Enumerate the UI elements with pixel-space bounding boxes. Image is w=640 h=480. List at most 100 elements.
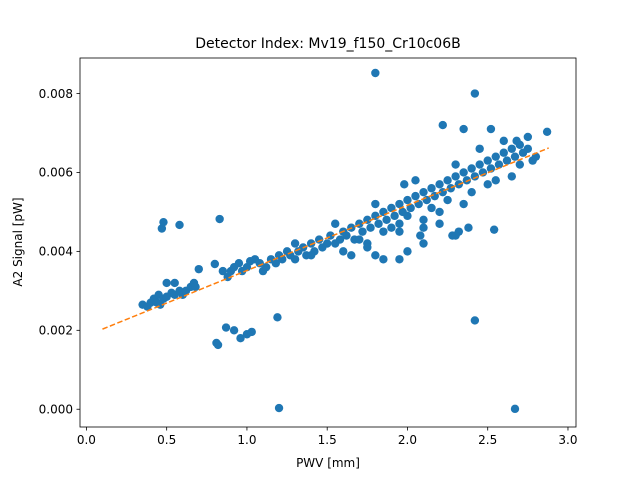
data-point [363, 243, 372, 252]
x-tick-label: 2.0 [398, 433, 417, 447]
data-point [419, 223, 428, 232]
data-point [443, 176, 452, 185]
data-point [390, 211, 399, 221]
data-point [470, 172, 480, 181]
x-tick-label: 1.0 [237, 433, 256, 447]
data-point [411, 176, 420, 185]
data-point [400, 180, 409, 189]
data-point [323, 239, 332, 248]
data-point [406, 203, 415, 213]
data-point [499, 148, 508, 157]
data-point [236, 334, 245, 343]
data-point [435, 180, 444, 189]
y-axis-label: A2 Signal [pW] [11, 197, 25, 286]
fit-line-layer [102, 147, 549, 330]
data-point [339, 247, 348, 256]
data-point [403, 195, 412, 205]
data-point [419, 187, 428, 197]
x-axis-label: PWV [mm] [296, 456, 360, 470]
data-point [419, 215, 428, 225]
data-point [194, 264, 203, 274]
data-point [175, 220, 184, 230]
data-point [475, 160, 484, 169]
data-point [395, 219, 404, 228]
data-point [290, 239, 300, 248]
data-point [395, 255, 404, 264]
data-point [510, 152, 520, 161]
data-point [499, 136, 508, 146]
data-point [215, 214, 224, 224]
data-point [489, 225, 499, 234]
data-point [462, 176, 472, 185]
data-point [342, 231, 351, 240]
data-point [159, 217, 168, 227]
data-point [459, 168, 468, 177]
data-point [470, 316, 480, 325]
y-tick-label: 0.004 [39, 245, 73, 259]
data-point [157, 224, 167, 233]
plot-area: 0.0 0.5 1.0 1.5 2.0 2.5 3.0 0.0000.0020.0040.0… [39, 57, 578, 447]
data-point [213, 340, 223, 350]
y-tick-label: 0.000 [39, 403, 73, 417]
data-point [459, 124, 468, 134]
scatter-points [138, 68, 552, 414]
x-axis-ticks: 0.0 0.5 1.0 1.5 2.0 2.5 3.0 [77, 427, 578, 447]
data-point [395, 199, 404, 209]
data-point [403, 211, 412, 221]
data-point [512, 136, 521, 146]
data-point [510, 404, 520, 414]
data-point [229, 326, 239, 335]
data-point [218, 266, 228, 276]
data-point [459, 199, 468, 209]
data-point [387, 223, 396, 232]
data-point [422, 195, 431, 205]
data-point [306, 239, 316, 248]
data-point [523, 144, 533, 153]
x-tick-label: 0.0 [77, 433, 96, 447]
axes-frame [79, 57, 577, 428]
data-point [366, 223, 375, 232]
data-point [491, 176, 500, 185]
data-point [491, 152, 500, 161]
data-point [486, 164, 496, 173]
data-point [486, 124, 496, 134]
data-point [191, 282, 200, 292]
data-point [451, 160, 460, 169]
data-point [347, 251, 356, 260]
data-point [467, 187, 476, 197]
data-point [379, 255, 388, 264]
data-point [435, 207, 444, 217]
data-point [221, 323, 231, 332]
data-point [443, 195, 452, 205]
data-point [464, 223, 473, 232]
data-point [162, 278, 171, 288]
data-point [255, 259, 264, 268]
data-point [395, 227, 404, 236]
data-point [507, 144, 516, 153]
data-point [523, 132, 533, 142]
x-tick-label: 3.0 [558, 433, 577, 447]
data-point [387, 203, 396, 213]
data-point [306, 251, 316, 260]
y-tick-label: 0.008 [39, 87, 73, 101]
data-point [358, 227, 367, 236]
data-point [210, 259, 220, 269]
data-point [234, 259, 244, 268]
data-point [416, 231, 425, 240]
data-point [374, 219, 383, 228]
y-axis-ticks: 0.000 0.002 0.004 0.006 0.008 [39, 87, 80, 417]
x-tick-label: 1.5 [318, 433, 337, 447]
data-point [451, 231, 460, 240]
data-point [470, 89, 480, 98]
data-point [419, 239, 428, 248]
data-point [507, 172, 516, 181]
data-point [278, 255, 287, 264]
data-point [494, 160, 504, 169]
data-point [379, 227, 388, 236]
data-point [403, 247, 412, 256]
data-point [515, 160, 525, 169]
data-point [262, 262, 271, 272]
data-point [273, 313, 282, 322]
data-point [371, 199, 380, 209]
